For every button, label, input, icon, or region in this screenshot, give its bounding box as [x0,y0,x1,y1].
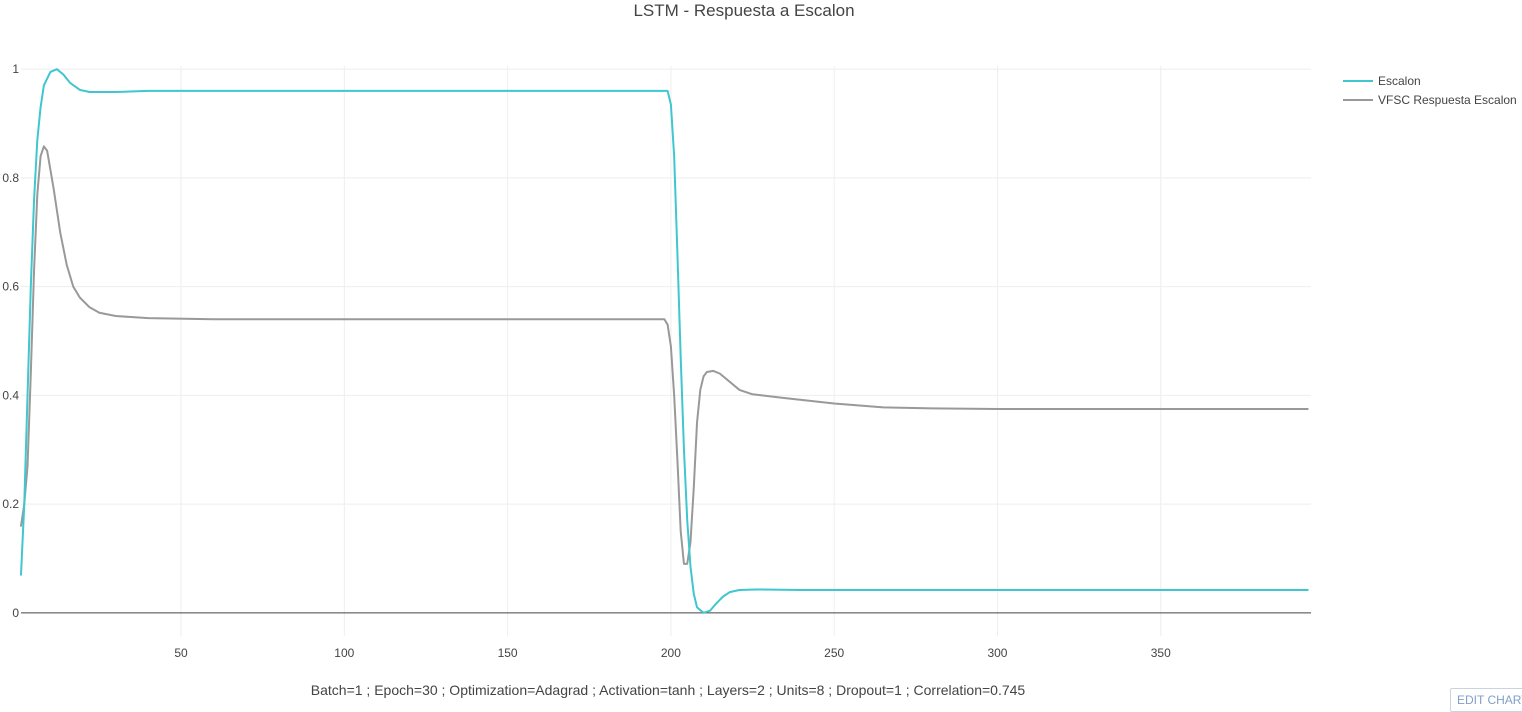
x-tick-label: 100 [334,646,354,660]
y-tick-label: 0.4 [2,388,19,402]
y-tick-label: 0.2 [2,497,19,511]
series-group [20,68,1309,614]
grid [21,66,1311,636]
y-tick-label: 0.6 [2,280,19,294]
legend[interactable]: Escalon VFSC Respuesta Escalon [1343,74,1517,107]
y-tick-label: 0 [12,606,19,620]
x-tick-label: 350 [1151,646,1171,660]
x-tick-label: 200 [661,646,681,660]
y-axis-ticks: 0 0.2 0.4 0.6 0.8 1 [2,62,19,620]
legend-label: VFSC Respuesta Escalon [1378,93,1517,107]
chart-title: LSTM - Respuesta a Escalon [633,1,854,20]
legend-label: Escalon [1378,74,1421,88]
y-tick-label: 0.8 [2,171,19,185]
series-line-vfsc-respuesta-escalon [20,145,1309,565]
legend-item-vfsc-respuesta-escalon[interactable]: VFSC Respuesta Escalon [1343,93,1517,107]
x-tick-label: 250 [824,646,844,660]
series-line-escalon [20,68,1309,614]
x-tick-label: 150 [498,646,518,660]
x-tick-label: 50 [174,646,188,660]
edit-chart-button[interactable]: EDIT CHART [1450,688,1522,712]
y-tick-label: 1 [12,62,19,76]
legend-item-escalon[interactable]: Escalon [1343,74,1421,88]
x-axis-label: Batch=1 ; Epoch=30 ; Optimization=Adagra… [311,682,1026,698]
x-tick-label: 300 [987,646,1007,660]
x-axis-ticks: 50 100 150 200 250 300 350 [174,646,1171,660]
